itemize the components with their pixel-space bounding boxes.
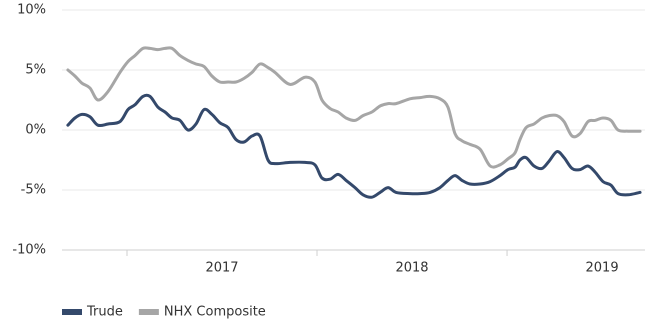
legend-label: NHX Composite bbox=[164, 305, 266, 320]
legend-swatch bbox=[138, 309, 159, 315]
x-tick-label: 2018 bbox=[395, 261, 428, 276]
x-tick-label: 2019 bbox=[586, 261, 619, 276]
y-tick-label: 0% bbox=[25, 123, 46, 138]
legend-label: Trude bbox=[86, 305, 123, 320]
x-tick-label: 2017 bbox=[205, 261, 238, 276]
legend-swatch bbox=[62, 309, 82, 315]
y-tick-label: -5% bbox=[21, 183, 46, 198]
y-tick-label: 10% bbox=[17, 3, 46, 18]
series-line bbox=[66, 46, 642, 169]
y-tick-label: 5% bbox=[25, 63, 46, 78]
series-line bbox=[66, 93, 642, 199]
y-tick-label: -10% bbox=[12, 243, 46, 258]
